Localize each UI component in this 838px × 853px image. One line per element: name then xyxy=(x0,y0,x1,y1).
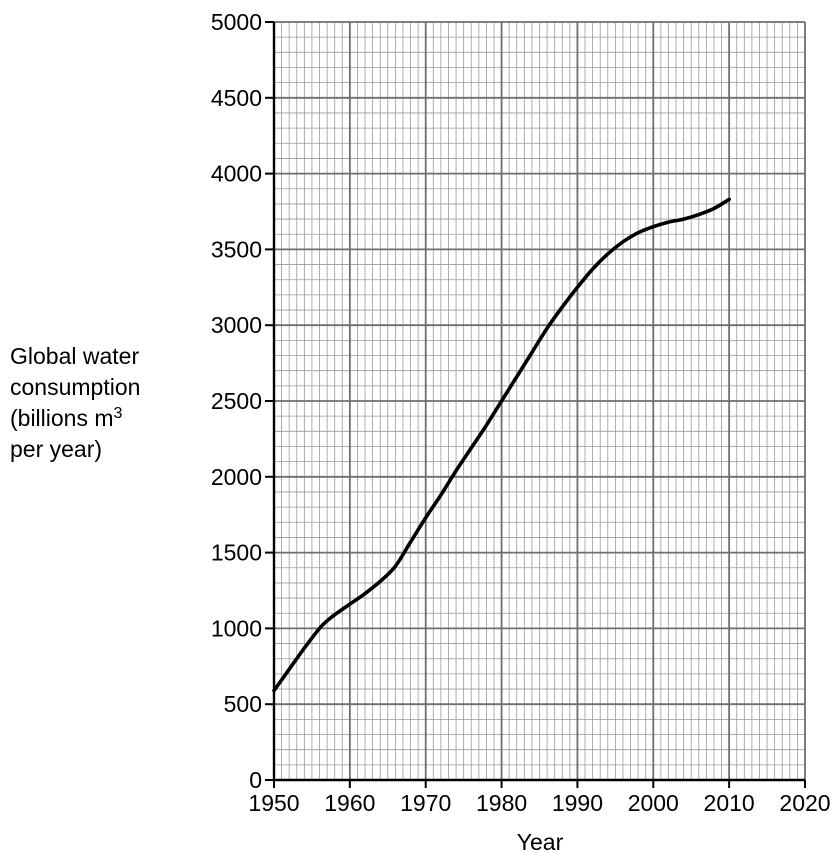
x-tick-label: 2000 xyxy=(628,790,679,816)
axes xyxy=(265,21,806,788)
series-layer xyxy=(272,197,731,693)
x-tick-labels: 1950 1960 1970 1980 1990 2000 2010 2020 xyxy=(248,790,830,816)
y-tick-label: 0 xyxy=(249,767,262,793)
y-tick-label: 2000 xyxy=(211,464,262,490)
y-axis-title: Global water consumption (billions m3 pe… xyxy=(10,341,140,465)
y-axis-title-unit-superscript: 3 xyxy=(113,405,123,422)
x-tick-label: 1950 xyxy=(248,790,299,816)
y-axis-title-line-4: per year) xyxy=(10,436,103,462)
y-axis-title-line-1: Global water xyxy=(10,343,140,369)
y-tick-label: 3500 xyxy=(211,236,262,262)
y-axis-title-line-3: (billions m3 xyxy=(10,403,140,434)
x-tick-label: 1990 xyxy=(552,790,603,816)
x-tick-label: 1980 xyxy=(476,790,527,816)
x-tick-label: 1970 xyxy=(400,790,451,816)
x-tick-label: 2020 xyxy=(779,790,830,816)
y-tick-label: 1000 xyxy=(211,615,262,641)
y-tick-label: 4000 xyxy=(211,161,262,187)
x-tick-label: 1960 xyxy=(324,790,375,816)
y-axis-title-unit-text: (billions m xyxy=(10,405,114,431)
y-tick-label: 3000 xyxy=(211,312,262,338)
y-tick-label: 4500 xyxy=(211,85,262,111)
y-tick-label: 2500 xyxy=(211,388,262,414)
y-tick-label: 5000 xyxy=(211,9,262,35)
y-tick-labels: 0 500 1000 1500 2000 2500 3000 3500 4000 4500 5000 xyxy=(211,9,262,793)
major-grid xyxy=(273,21,806,781)
y-axis-title-line-2: consumption xyxy=(10,374,141,400)
x-tick-label: 2010 xyxy=(704,790,755,816)
y-tick-label: 1500 xyxy=(211,540,262,566)
y-tick-label: 500 xyxy=(224,691,262,717)
series-line-global-water-consumption xyxy=(272,197,731,693)
x-axis-title: Year xyxy=(517,829,564,853)
